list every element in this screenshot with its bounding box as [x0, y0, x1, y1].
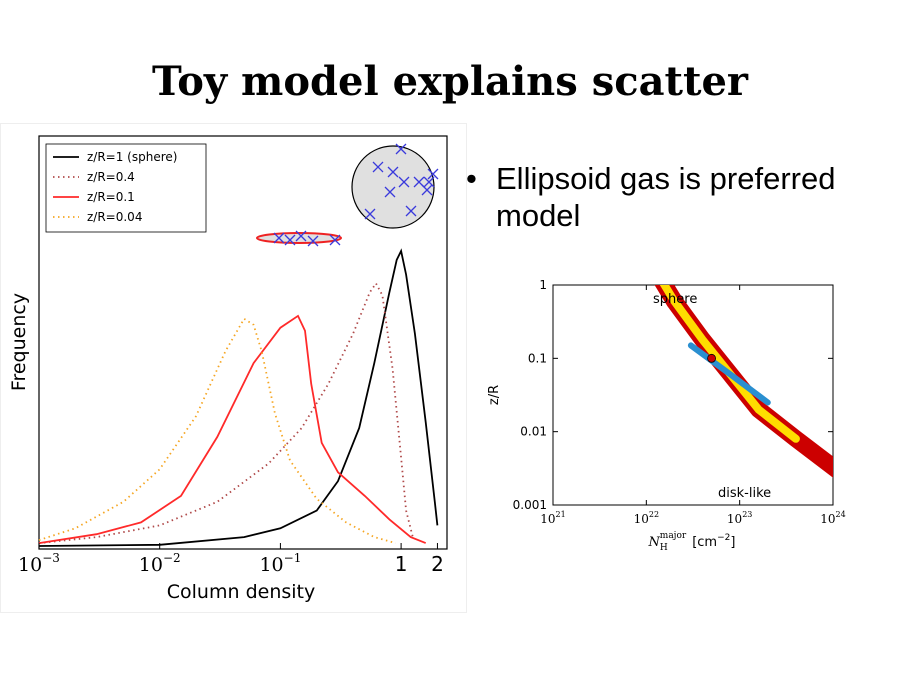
series-line-0: [38, 248, 439, 547]
y-tick-label: 0.01: [520, 425, 547, 439]
sphere-inset: [351, 143, 439, 229]
legend: z/R=1 (sphere) z/R=0.4 z/R=0.1 z/R=0.04: [45, 143, 207, 233]
contour-inner: [687, 342, 771, 406]
x-tick-exponent: 22: [649, 510, 659, 519]
x-tick-base: 10: [727, 512, 742, 526]
x-tick-label: 2: [431, 552, 444, 576]
x-axis-label: Column density: [167, 581, 315, 603]
x-tick-label: 1024: [820, 510, 845, 526]
zr-vs-nh-panel: sphere disk-like 1021 1022 1023 1024 1 0.1 0.…: [480, 270, 860, 560]
x-marker-icon: [421, 184, 433, 196]
x-marker-icon: [307, 235, 319, 247]
x-marker-icon: [329, 234, 341, 246]
x-marker-icon: [384, 186, 396, 198]
slide-title: Toy model explains scatter: [152, 58, 748, 105]
x-marker-icon: [295, 230, 307, 242]
x-tick-base: 2: [431, 552, 444, 576]
x-marker-icon: [284, 234, 296, 246]
x-tick-label: 1: [395, 552, 408, 576]
annotation-disk-like: disk-like: [718, 486, 771, 501]
x-marker-icon: [387, 166, 399, 178]
x-tick-label: 10−1: [259, 551, 301, 576]
x-tick-base: 10: [139, 554, 163, 576]
y-tick-label: 1: [539, 278, 547, 292]
y-axis-ticks: 1 0.1 0.01 0.001: [513, 278, 833, 512]
x-label-main: N: [648, 535, 661, 550]
x-tick-exponent: 21: [556, 510, 566, 519]
x-marker-icon: [273, 232, 285, 244]
x-label-close: ]: [730, 535, 735, 550]
best-fit-point: [707, 353, 716, 363]
legend-label-3: z/R=0.04: [87, 210, 142, 224]
legend-label-0: z/R=1 (sphere): [87, 150, 177, 164]
x-marker-icon: [372, 161, 384, 173]
legend-box: [45, 143, 207, 233]
x-axis-ticks: 10−3 10−2 10−1 1 2: [18, 543, 444, 576]
bullet-item: Ellipsoid gas is preferred model: [460, 160, 890, 234]
x-axis-ticks: 1021 1022 1023 1024: [540, 285, 846, 526]
sphere-sample-points: [364, 143, 439, 220]
y-tick-label: 0.1: [528, 351, 547, 365]
x-tick-exponent: −1: [284, 551, 302, 565]
legend-label-1: z/R=0.4: [87, 170, 135, 184]
x-tick-base: 1: [395, 552, 408, 576]
series-line-2: [38, 314, 427, 544]
x-tick-exponent: 24: [836, 510, 846, 519]
x-marker-icon: [405, 205, 417, 217]
x-marker-icon: [395, 143, 407, 155]
legend-label-2: z/R=0.1: [87, 190, 135, 204]
x-tick-label: 1021: [540, 510, 565, 526]
x-tick-label: 10−3: [18, 551, 60, 576]
x-tick-label: 1022: [634, 510, 659, 526]
x-label-subscript: H: [660, 543, 668, 553]
y-axis-label: z/R: [487, 385, 502, 405]
x-tick-base: 10: [259, 554, 283, 576]
contour-mid: [659, 285, 800, 443]
x-label-unit: [cm: [692, 535, 717, 550]
disk-sample-points: [273, 230, 341, 247]
x-tick-base: 10: [540, 512, 555, 526]
x-marker-icon: [423, 176, 435, 188]
zr-vs-nh-plot: sphere disk-like 1021 1022 1023 1024 10.10.…: [487, 278, 846, 553]
x-tick-base: 10: [634, 512, 649, 526]
x-tick-base: 10: [820, 512, 835, 526]
series-line-3: [38, 317, 396, 544]
annotation-sphere: sphere: [653, 292, 697, 307]
x-tick-label: 10−2: [139, 551, 181, 576]
frequency-plot: 10−3 10−2 10−1 1 2 z/R=1 (sphere)z/R=0.4z/R=…: [8, 135, 448, 603]
x-tick-base: 10: [18, 554, 42, 576]
x-marker-icon: [398, 176, 410, 188]
x-marker-icon: [427, 168, 439, 180]
y-axis-label: Frequency: [8, 293, 30, 391]
x-tick-exponent: 23: [742, 510, 752, 519]
x-tick-label: 1023: [727, 510, 752, 526]
x-label-superscript: major: [660, 531, 687, 541]
x-label-unit-exponent: −2: [717, 533, 730, 543]
bullet-list: Ellipsoid gas is preferred model: [460, 160, 890, 234]
disk-inset: [256, 230, 342, 247]
series-lines: [38, 248, 439, 547]
sphere-icon: [351, 145, 435, 229]
x-tick-exponent: −2: [163, 551, 181, 565]
y-tick-label: 0.001: [513, 498, 547, 512]
x-axis-label: NHmajor [cm−2]: [648, 531, 736, 553]
x-tick-exponent: −3: [42, 551, 60, 565]
x-marker-icon: [364, 208, 376, 220]
frequency-plot-panel: 10−3 10−2 10−1 1 2 z/R=1 (sphere) z/R=0.4 z/R=…: [0, 123, 467, 613]
posterior-contours: [654, 285, 833, 478]
